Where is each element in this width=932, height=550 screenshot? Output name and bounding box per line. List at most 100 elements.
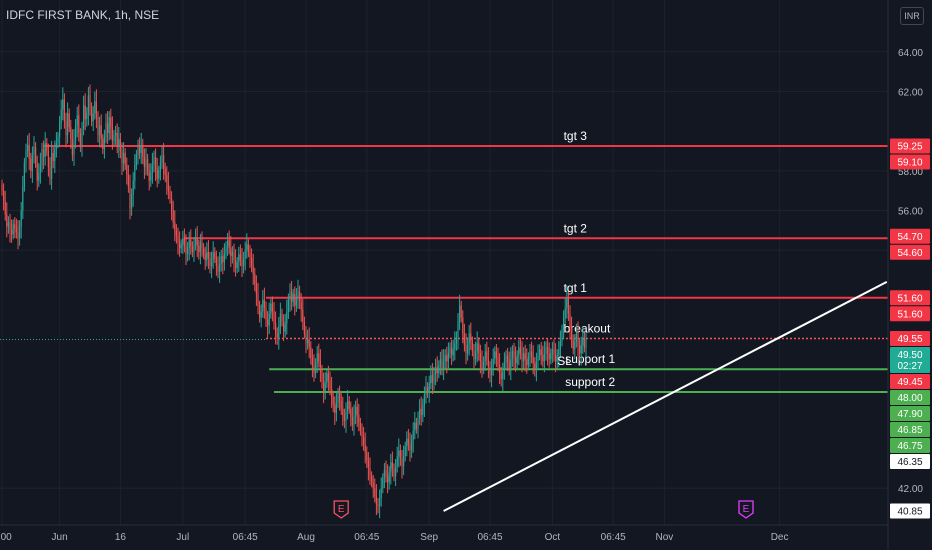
candle (351, 407, 353, 431)
candle-body (470, 333, 472, 342)
price-tag: 48.00 (890, 389, 930, 405)
candle (180, 239, 182, 254)
earnings-marker[interactable]: E (333, 500, 349, 519)
candle-body (17, 232, 19, 239)
candle (494, 346, 496, 365)
time-axis[interactable]: 5:00 Jun 16 Jul 06:45 Aug 06:45 Sep 06:45 Oct 06:4… (0, 524, 888, 543)
candle (174, 210, 176, 242)
candle-body (71, 139, 73, 155)
candle (190, 229, 192, 255)
candle (417, 411, 419, 439)
candle-body (233, 252, 235, 261)
candle (20, 201, 22, 239)
candle (492, 348, 494, 376)
candle-body (372, 482, 374, 489)
candle (164, 162, 166, 183)
candle-body (193, 244, 195, 253)
candle (255, 275, 257, 306)
candle-body (366, 452, 368, 461)
candle-body (319, 361, 321, 372)
candle (524, 344, 526, 372)
candle (575, 323, 577, 348)
candle-body (321, 371, 323, 382)
candle (491, 358, 493, 388)
candle-body (447, 353, 449, 362)
candle (44, 132, 46, 166)
candle (172, 200, 174, 229)
candle-body (535, 361, 537, 370)
candle (239, 244, 241, 267)
candle-body (267, 319, 269, 326)
candle-body (443, 361, 445, 370)
candle-body (331, 389, 333, 397)
candle (227, 232, 229, 256)
earnings-label: E (743, 504, 750, 515)
candle (94, 91, 96, 120)
candle-body (335, 402, 337, 413)
candle-body (30, 158, 32, 171)
candle-body (438, 365, 440, 374)
currency-button[interactable]: INR (900, 7, 924, 25)
candle (547, 338, 549, 366)
candle (95, 89, 97, 129)
candle-body (81, 129, 83, 148)
candle (92, 105, 94, 131)
candle-body (574, 341, 576, 350)
trendline (443, 281, 888, 512)
candle (83, 95, 85, 136)
candle-body (313, 365, 315, 374)
candle-body (356, 406, 358, 415)
candle-body (315, 363, 317, 374)
candle (361, 423, 363, 447)
candle-body (395, 466, 397, 477)
candle (321, 365, 323, 389)
price-tag-label: 59.25 (897, 142, 922, 153)
candle-body (495, 351, 497, 358)
candle (377, 497, 379, 514)
candle (527, 352, 529, 371)
candle (59, 115, 61, 147)
level-label: support 2 (565, 375, 615, 389)
candle (303, 316, 305, 339)
candle (420, 396, 422, 426)
candle-body (355, 406, 357, 417)
candle (36, 155, 38, 191)
candle (219, 251, 221, 283)
candle (260, 304, 262, 328)
candle (252, 253, 254, 285)
candle (532, 345, 534, 375)
candle-body (60, 109, 62, 124)
price-tag: 49.45 (890, 373, 930, 389)
candle (278, 317, 280, 350)
candle-body (295, 297, 297, 306)
candle-body (449, 347, 451, 354)
candle (199, 233, 201, 265)
candle-body (350, 408, 352, 417)
candle (215, 250, 217, 276)
candle-body (326, 373, 328, 384)
candle (207, 240, 209, 270)
candle (555, 343, 557, 373)
candle-body (486, 351, 488, 360)
candle-body (9, 222, 11, 231)
candle (185, 234, 187, 266)
candle (375, 484, 377, 516)
candle-body (171, 198, 173, 211)
earnings-marker[interactable]: E (738, 500, 754, 519)
candle (116, 123, 118, 154)
candle-body (148, 170, 150, 181)
candle-body (479, 353, 481, 362)
candle (471, 336, 473, 357)
price-tag-background (890, 306, 930, 322)
candle (87, 86, 89, 126)
candle-body (199, 242, 201, 253)
candle-body (271, 303, 273, 312)
candle-body (375, 496, 377, 505)
candle (433, 367, 435, 391)
candle-body (12, 224, 14, 235)
candle (103, 129, 105, 159)
candle (222, 247, 224, 275)
candle (347, 390, 349, 420)
